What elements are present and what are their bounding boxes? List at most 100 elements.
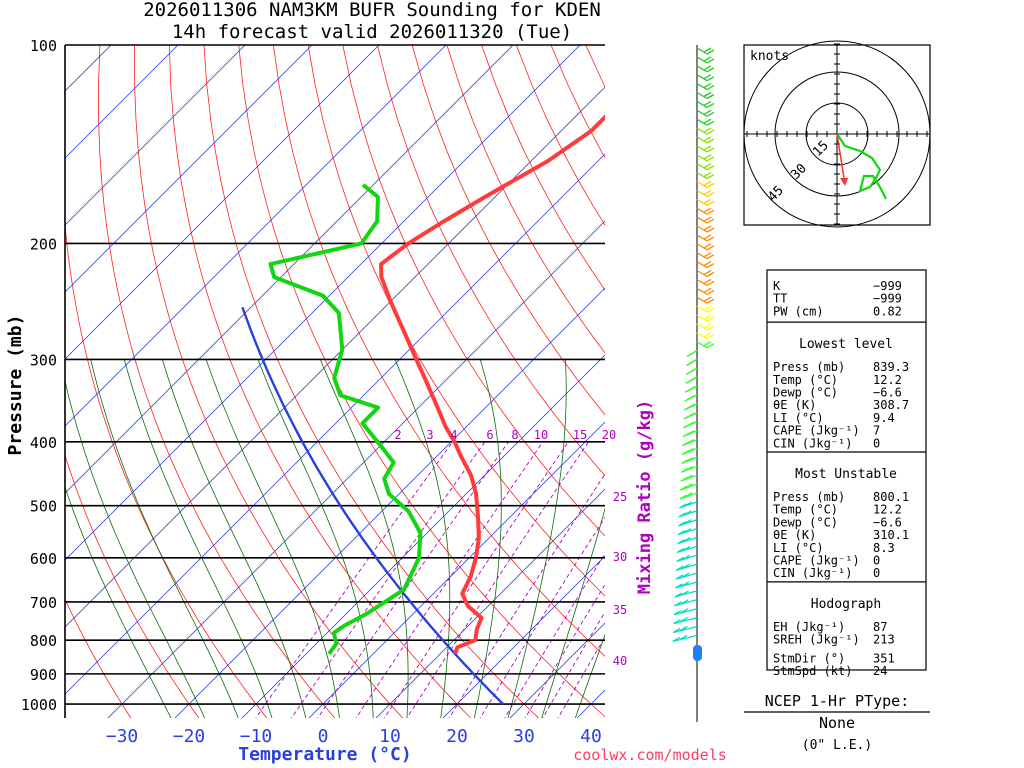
moist-adiabat-line — [65, 486, 172, 718]
moist-adiabat-line — [257, 359, 374, 718]
surface-wind-marker — [693, 645, 702, 661]
wind-barb — [696, 216, 715, 224]
mixing-ratio-tick-label: 2 — [394, 428, 401, 442]
wind-barb — [679, 483, 698, 491]
mixing-ratio-line — [255, 441, 454, 718]
wind-barb — [686, 350, 698, 358]
pressure-tick-label: 700 — [30, 594, 57, 612]
temperature-tick-label: −10 — [240, 726, 273, 747]
dry-adiabat-line — [273, 45, 605, 657]
wind-barb — [677, 536, 698, 545]
wind-barb — [686, 358, 698, 367]
mixing-ratio-tick-label: 25 — [613, 490, 627, 504]
ptype-panel: NCEP 1-Hr PType: None (0" L.E.) — [744, 692, 930, 753]
chart-title: 2026011306 NAM3KM BUFR Sounding for KDEN — [143, 0, 601, 21]
most-unstable-row: Press (mb) 800.1 — [773, 490, 909, 504]
index-label: TT — [773, 292, 787, 306]
mixing-ratio-tick-label: 15 — [573, 428, 587, 442]
index-value: 12.2 — [873, 373, 902, 387]
wind-barb — [696, 100, 715, 108]
mixing-ratio-tick-label: 35 — [613, 603, 627, 617]
isotherm-line — [65, 45, 246, 226]
index-value: 308.7 — [873, 398, 909, 412]
wind-barb — [679, 492, 698, 500]
wind-barb — [680, 474, 698, 482]
ptype-value: None — [819, 714, 855, 732]
mixing-ratio-tick-label: 8 — [511, 428, 518, 442]
chart-subtitle: 14h forecast valid 2026011320 (Tue) — [172, 21, 572, 43]
index-value: 310.1 — [873, 528, 909, 542]
dewpoint-profile-line — [268, 183, 423, 655]
index-value: 12.2 — [873, 503, 902, 517]
lowest-level-heading: Lowest level — [799, 337, 893, 352]
temperature-tick-label: −30 — [106, 726, 139, 747]
lowest-level-row: LI (°C) 9.4 — [773, 411, 895, 425]
wind-barb — [696, 145, 715, 153]
indices-table: K −999 TT −999 PW (cm) 0.82 Lowest level Press … — [766, 269, 927, 678]
pressure-tick-label: 1000 — [21, 696, 57, 714]
index-label: Press (mb) — [773, 360, 845, 374]
wind-barb — [696, 154, 715, 162]
moist-adiabat-line — [205, 359, 340, 718]
wind-barb — [683, 412, 698, 420]
wind-barb — [696, 91, 715, 100]
index-value: 24 — [873, 664, 887, 678]
mixing-ratio-axis-label: Mixing Ratio (g/kg) — [635, 400, 655, 594]
isotherm-line — [107, 220, 605, 718]
index-label: θE (K) — [773, 398, 816, 412]
index-label: Dewp (°C) — [773, 515, 838, 529]
wind-barb — [674, 590, 698, 598]
index-label: CAPE (Jkg⁻¹) — [773, 424, 860, 438]
hodograph-param-row: StmDir (°) 351 — [773, 651, 895, 665]
wind-barb — [696, 332, 715, 340]
wind-barb — [672, 634, 698, 643]
wind-barb — [696, 127, 715, 135]
mixing-ratio-line — [317, 441, 509, 718]
wind-barb — [672, 625, 698, 634]
lowest-level-row: CIN (Jkg⁻¹) 0 — [773, 436, 880, 450]
index-value: −999 — [873, 279, 902, 293]
index-value: 0 — [873, 436, 880, 450]
wind-barb — [696, 180, 715, 189]
wind-barb — [696, 314, 715, 322]
mixing-ratio-line — [448, 473, 605, 718]
dry-adiabat-line — [933, 45, 1024, 721]
wind-barb — [678, 519, 698, 527]
index-label: θE (K) — [773, 528, 816, 542]
isotherm-line — [65, 45, 447, 427]
index-value: −6.6 — [873, 386, 902, 400]
index-value: 7 — [873, 424, 880, 438]
pressure-tick-label: 900 — [30, 666, 57, 684]
wind-barb — [696, 136, 715, 144]
temperature-profile-line — [379, 114, 605, 655]
wind-barb — [696, 341, 715, 349]
mixing-ratio-tick-label: 20 — [602, 428, 616, 442]
wind-barb — [681, 447, 698, 456]
lowest-level-row: Press (mb) 839.3 — [773, 360, 909, 374]
wind-barb — [684, 385, 698, 393]
most-unstable-row: CAPE (Jkg⁻¹) 0 — [773, 554, 880, 568]
moist-adiabat-line — [90, 359, 239, 718]
wind-barb — [685, 367, 698, 375]
index-label: Press (mb) — [773, 490, 845, 504]
index-value: 0 — [873, 566, 880, 580]
wind-barb — [696, 269, 715, 278]
index-label: CIN (Jkg⁻¹) — [773, 436, 852, 450]
index-value: 800.1 — [873, 490, 909, 504]
lowest-level-row: θE (K) 308.7 — [773, 398, 909, 412]
hodograph-units-label: knots — [750, 49, 789, 64]
dry-adiabat-line — [377, 45, 605, 477]
lowest-level-row: Dewp (°C) −6.6 — [773, 386, 902, 400]
storm-motion-arrowhead — [840, 178, 848, 186]
wind-barb — [676, 554, 698, 562]
pressure-tick-label: 100 — [30, 37, 57, 55]
ptype-accumulation: (0" L.E.) — [802, 738, 872, 753]
most-unstable-row: Temp (°C) 12.2 — [773, 503, 902, 517]
mixing-ratio-tick-label: 6 — [486, 428, 493, 442]
wind-barb — [696, 278, 715, 286]
isobar-lines — [64, 44, 605, 718]
dry-adiabat-line — [342, 45, 605, 537]
index-label: CAPE (Jkg⁻¹) — [773, 554, 860, 568]
